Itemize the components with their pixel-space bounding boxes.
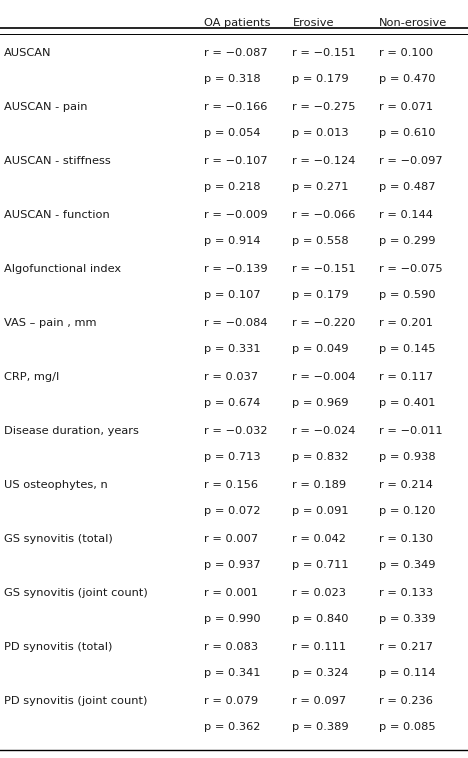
Text: r = −0.024: r = −0.024 — [292, 426, 356, 436]
Text: r = −0.004: r = −0.004 — [292, 372, 356, 382]
Text: r = −0.087: r = −0.087 — [204, 48, 267, 58]
Text: r = −0.220: r = −0.220 — [292, 318, 356, 328]
Text: PD synovitis (joint count): PD synovitis (joint count) — [4, 696, 147, 706]
Text: AUSCAN - pain: AUSCAN - pain — [4, 102, 87, 112]
Text: r = 0.217: r = 0.217 — [379, 642, 433, 652]
Text: p = 0.341: p = 0.341 — [204, 668, 260, 678]
Text: AUSCAN - function: AUSCAN - function — [4, 210, 110, 220]
Text: p = 0.085: p = 0.085 — [379, 722, 436, 732]
Text: p = 0.840: p = 0.840 — [292, 614, 349, 624]
Text: r = 0.214: r = 0.214 — [379, 480, 433, 490]
Text: r = 0.001: r = 0.001 — [204, 588, 258, 598]
Text: p = 0.362: p = 0.362 — [204, 722, 260, 732]
Text: r = 0.201: r = 0.201 — [379, 318, 433, 328]
Text: r = −0.009: r = −0.009 — [204, 210, 267, 220]
Text: r = −0.011: r = −0.011 — [379, 426, 443, 436]
Text: p = 0.091: p = 0.091 — [292, 506, 349, 516]
Text: AUSCAN: AUSCAN — [4, 48, 51, 58]
Text: r = −0.124: r = −0.124 — [292, 156, 356, 166]
Text: p = 0.049: p = 0.049 — [292, 344, 349, 354]
Text: r = 0.130: r = 0.130 — [379, 534, 433, 544]
Text: p = 0.470: p = 0.470 — [379, 74, 436, 84]
Text: p = 0.558: p = 0.558 — [292, 236, 349, 246]
Text: p = 0.832: p = 0.832 — [292, 452, 349, 462]
Text: r = −0.097: r = −0.097 — [379, 156, 443, 166]
Text: p = 0.349: p = 0.349 — [379, 560, 436, 570]
Text: p = 0.389: p = 0.389 — [292, 722, 349, 732]
Text: r = 0.037: r = 0.037 — [204, 372, 258, 382]
Text: p = 0.218: p = 0.218 — [204, 182, 260, 192]
Text: r = 0.236: r = 0.236 — [379, 696, 433, 706]
Text: r = −0.032: r = −0.032 — [204, 426, 267, 436]
Text: PD synovitis (total): PD synovitis (total) — [4, 642, 112, 652]
Text: GS synovitis (total): GS synovitis (total) — [4, 534, 112, 544]
Text: p = 0.107: p = 0.107 — [204, 290, 260, 300]
Text: r = 0.117: r = 0.117 — [379, 372, 433, 382]
Text: r = −0.275: r = −0.275 — [292, 102, 356, 112]
Text: p = 0.969: p = 0.969 — [292, 398, 349, 408]
Text: p = 0.487: p = 0.487 — [379, 182, 436, 192]
Text: p = 0.401: p = 0.401 — [379, 398, 436, 408]
Text: CRP, mg/l: CRP, mg/l — [4, 372, 59, 382]
Text: US osteophytes, n: US osteophytes, n — [4, 480, 108, 490]
Text: r = −0.075: r = −0.075 — [379, 264, 443, 274]
Text: r = 0.111: r = 0.111 — [292, 642, 347, 652]
Text: r = −0.139: r = −0.139 — [204, 264, 267, 274]
Text: Disease duration, years: Disease duration, years — [4, 426, 139, 436]
Text: r = −0.107: r = −0.107 — [204, 156, 267, 166]
Text: p = 0.324: p = 0.324 — [292, 668, 349, 678]
Text: r = 0.042: r = 0.042 — [292, 534, 346, 544]
Text: p = 0.990: p = 0.990 — [204, 614, 260, 624]
Text: r = 0.007: r = 0.007 — [204, 534, 258, 544]
Text: p = 0.054: p = 0.054 — [204, 128, 260, 138]
Text: Non-erosive: Non-erosive — [379, 18, 447, 28]
Text: p = 0.711: p = 0.711 — [292, 560, 349, 570]
Text: p = 0.179: p = 0.179 — [292, 74, 349, 84]
Text: AUSCAN - stiffness: AUSCAN - stiffness — [4, 156, 110, 166]
Text: OA patients: OA patients — [204, 18, 270, 28]
Text: r = 0.156: r = 0.156 — [204, 480, 257, 490]
Text: VAS – pain , mm: VAS – pain , mm — [4, 318, 96, 328]
Text: r = 0.144: r = 0.144 — [379, 210, 433, 220]
Text: p = 0.674: p = 0.674 — [204, 398, 260, 408]
Text: p = 0.938: p = 0.938 — [379, 452, 436, 462]
Text: p = 0.299: p = 0.299 — [379, 236, 436, 246]
Text: p = 0.271: p = 0.271 — [292, 182, 349, 192]
Text: p = 0.120: p = 0.120 — [379, 506, 436, 516]
Text: r = 0.189: r = 0.189 — [292, 480, 347, 490]
Text: r = 0.097: r = 0.097 — [292, 696, 347, 706]
Text: p = 0.713: p = 0.713 — [204, 452, 260, 462]
Text: p = 0.072: p = 0.072 — [204, 506, 260, 516]
Text: r = 0.023: r = 0.023 — [292, 588, 346, 598]
Text: r = −0.151: r = −0.151 — [292, 48, 356, 58]
Text: r = −0.166: r = −0.166 — [204, 102, 267, 112]
Text: p = 0.339: p = 0.339 — [379, 614, 436, 624]
Text: r = −0.066: r = −0.066 — [292, 210, 356, 220]
Text: r = 0.083: r = 0.083 — [204, 642, 258, 652]
Text: r = 0.100: r = 0.100 — [379, 48, 433, 58]
Text: p = 0.914: p = 0.914 — [204, 236, 260, 246]
Text: Algofunctional index: Algofunctional index — [4, 264, 121, 274]
Text: r = 0.079: r = 0.079 — [204, 696, 258, 706]
Text: p = 0.114: p = 0.114 — [379, 668, 436, 678]
Text: p = 0.318: p = 0.318 — [204, 74, 260, 84]
Text: p = 0.937: p = 0.937 — [204, 560, 260, 570]
Text: r = 0.071: r = 0.071 — [379, 102, 433, 112]
Text: p = 0.145: p = 0.145 — [379, 344, 436, 354]
Text: p = 0.179: p = 0.179 — [292, 290, 349, 300]
Text: GS synovitis (joint count): GS synovitis (joint count) — [4, 588, 147, 598]
Text: r = 0.133: r = 0.133 — [379, 588, 433, 598]
Text: r = −0.084: r = −0.084 — [204, 318, 267, 328]
Text: r = −0.151: r = −0.151 — [292, 264, 356, 274]
Text: p = 0.610: p = 0.610 — [379, 128, 436, 138]
Text: p = 0.013: p = 0.013 — [292, 128, 349, 138]
Text: p = 0.331: p = 0.331 — [204, 344, 260, 354]
Text: Erosive: Erosive — [292, 18, 334, 28]
Text: p = 0.590: p = 0.590 — [379, 290, 436, 300]
